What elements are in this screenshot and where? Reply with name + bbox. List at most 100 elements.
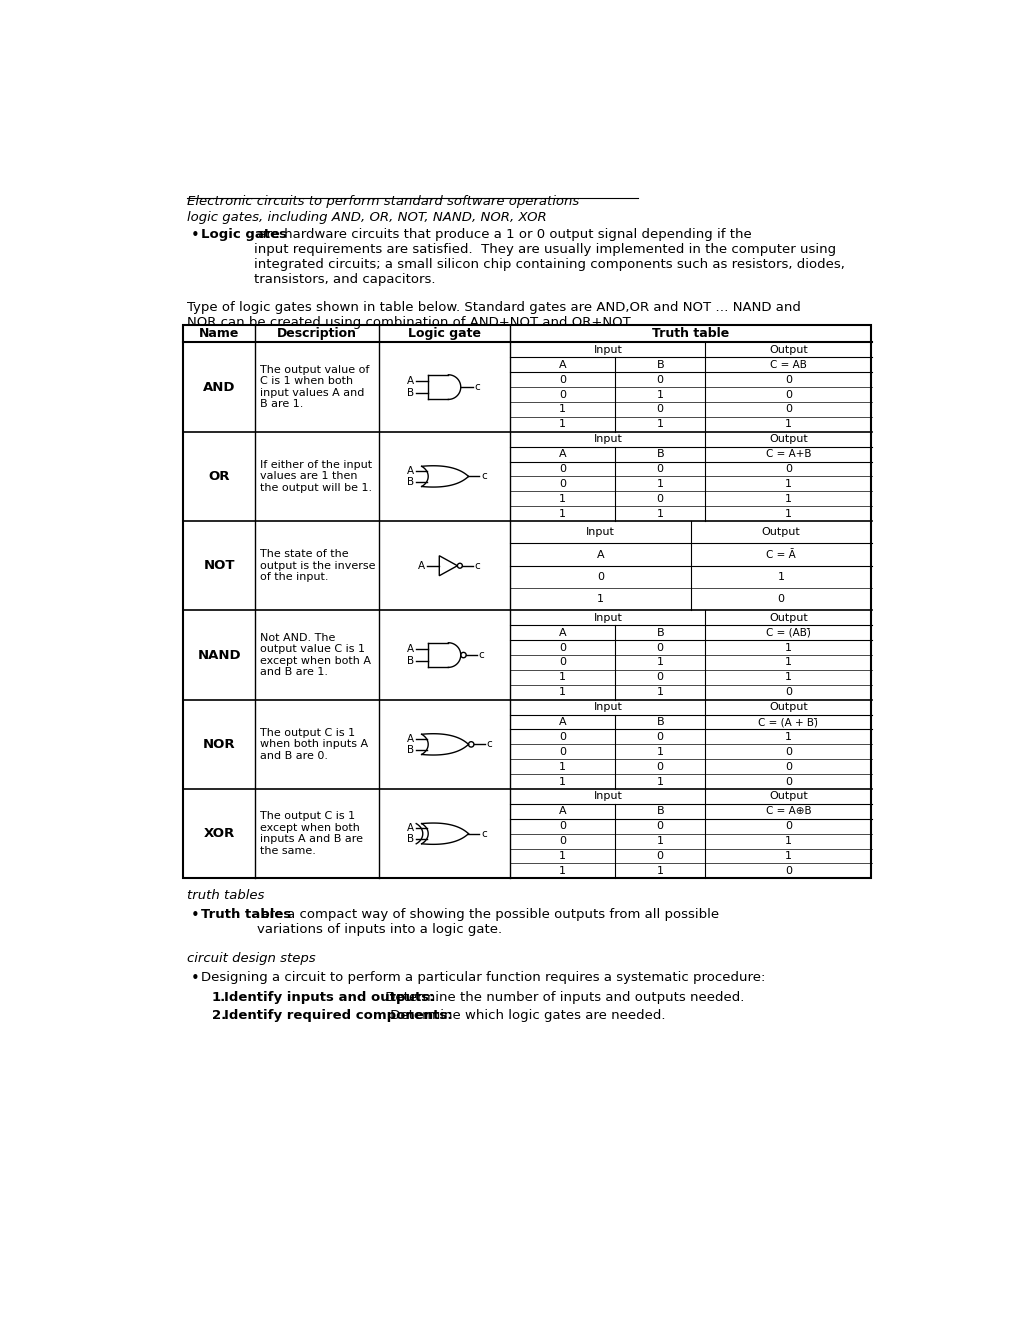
- Text: 1: 1: [656, 776, 663, 787]
- Text: Input: Input: [593, 702, 622, 713]
- Text: A: A: [407, 466, 414, 477]
- Text: 1: 1: [785, 657, 791, 668]
- Text: 1: 1: [558, 420, 566, 429]
- Text: 1: 1: [558, 776, 566, 787]
- Text: are hardware circuits that produce a 1 or 0 output signal depending if the
input: are hardware circuits that produce a 1 o…: [254, 227, 844, 285]
- Text: Output: Output: [768, 612, 807, 623]
- Text: 0: 0: [558, 836, 566, 846]
- Text: 1: 1: [656, 508, 663, 519]
- Text: Determine the number of inputs and outputs needed.: Determine the number of inputs and outpu…: [380, 991, 743, 1003]
- Text: 0: 0: [596, 572, 603, 582]
- Text: c: c: [486, 739, 491, 750]
- Text: 0: 0: [785, 776, 791, 787]
- Text: Truth tables: Truth tables: [201, 908, 291, 920]
- Text: A: A: [407, 824, 414, 833]
- Text: C = AB: C = AB: [769, 360, 806, 370]
- Text: 1: 1: [656, 657, 663, 668]
- Text: A: A: [407, 734, 414, 744]
- Text: are a compact way of showing the possible outputs from all possible
variations o: are a compact way of showing the possibl…: [257, 908, 718, 936]
- Text: B: B: [656, 628, 663, 638]
- Text: c: c: [474, 561, 480, 570]
- Text: 0: 0: [785, 866, 791, 876]
- Text: truth tables: truth tables: [187, 890, 264, 902]
- Text: The state of the
output is the inverse
of the input.: The state of the output is the inverse o…: [260, 549, 375, 582]
- Text: 1: 1: [656, 389, 663, 400]
- Text: 0: 0: [558, 731, 566, 742]
- Text: 1: 1: [558, 494, 566, 504]
- Text: 1: 1: [596, 594, 603, 605]
- Text: A: A: [596, 549, 604, 560]
- Text: 1: 1: [558, 851, 566, 861]
- Text: B: B: [656, 717, 663, 727]
- Text: 0: 0: [656, 821, 663, 832]
- Text: B: B: [407, 388, 414, 399]
- Text: 0: 0: [785, 404, 791, 414]
- Text: 0: 0: [558, 479, 566, 488]
- Text: B: B: [656, 449, 663, 459]
- Text: B: B: [407, 744, 414, 755]
- Text: c: c: [480, 471, 486, 482]
- Text: circuit design steps: circuit design steps: [187, 952, 316, 965]
- Text: 0: 0: [656, 404, 663, 414]
- Text: Truth table: Truth table: [652, 327, 729, 341]
- Text: XOR: XOR: [204, 828, 234, 841]
- Text: Output: Output: [768, 702, 807, 713]
- Text: 2.: 2.: [212, 1010, 226, 1022]
- Text: •: •: [191, 227, 199, 243]
- Text: B: B: [656, 807, 663, 816]
- Text: 1: 1: [785, 494, 791, 504]
- Text: 1: 1: [785, 508, 791, 519]
- Text: Input: Input: [593, 612, 622, 623]
- Text: Identify inputs and outputs:: Identify inputs and outputs:: [224, 991, 434, 1003]
- Text: Not AND. The
output value C is 1
except when both A
and B are 1.: Not AND. The output value C is 1 except …: [260, 632, 371, 677]
- Text: NOT: NOT: [204, 560, 234, 573]
- Text: 1: 1: [785, 836, 791, 846]
- Text: 1: 1: [558, 866, 566, 876]
- Text: 0: 0: [656, 463, 663, 474]
- Text: Description: Description: [277, 327, 357, 341]
- Text: 0: 0: [785, 375, 791, 384]
- Text: 0: 0: [558, 463, 566, 474]
- Text: 0: 0: [776, 594, 784, 605]
- Text: 1: 1: [785, 420, 791, 429]
- Text: 1: 1: [656, 866, 663, 876]
- Text: Type of logic gates shown in table below. Standard gates are AND,OR and NOT … NA: Type of logic gates shown in table below…: [187, 301, 800, 329]
- Text: 0: 0: [656, 375, 663, 384]
- Text: Output: Output: [768, 345, 807, 355]
- Text: 0: 0: [558, 657, 566, 668]
- Text: A: A: [558, 628, 566, 638]
- Text: 1.: 1.: [212, 991, 226, 1003]
- Bar: [183, 326, 870, 878]
- Text: B: B: [407, 834, 414, 843]
- Text: C = Ā: C = Ā: [765, 549, 795, 560]
- Text: The output C is 1
when both inputs A
and B are 0.: The output C is 1 when both inputs A and…: [260, 727, 368, 760]
- Text: c: c: [480, 829, 486, 838]
- Text: A: A: [418, 561, 425, 570]
- Text: C = A+B: C = A+B: [765, 449, 810, 459]
- Text: C = (A + B)̄: C = (A + B)̄: [758, 717, 817, 727]
- Text: 0: 0: [558, 747, 566, 756]
- Text: logic gates, including AND, OR, NOT, NAND, NOR, XOR: logic gates, including AND, OR, NOT, NAN…: [187, 211, 546, 224]
- Text: 1: 1: [656, 688, 663, 697]
- Text: 0: 0: [558, 375, 566, 384]
- Text: 0: 0: [656, 762, 663, 772]
- Text: 1: 1: [656, 836, 663, 846]
- Text: Electronic circuits to perform standard software operations: Electronic circuits to perform standard …: [187, 195, 579, 209]
- Text: c: c: [478, 649, 484, 660]
- Text: Designing a circuit to perform a particular function requires a systematic proce: Designing a circuit to perform a particu…: [201, 970, 764, 983]
- Text: 0: 0: [785, 463, 791, 474]
- Text: AND: AND: [203, 380, 235, 393]
- Text: 1: 1: [656, 747, 663, 756]
- Text: A: A: [407, 376, 414, 385]
- Text: Input: Input: [593, 345, 622, 355]
- Text: 1: 1: [656, 479, 663, 488]
- Text: Input: Input: [593, 792, 622, 801]
- Text: 1: 1: [785, 479, 791, 488]
- Text: 0: 0: [558, 643, 566, 652]
- Text: OR: OR: [208, 470, 230, 483]
- Text: Output: Output: [768, 434, 807, 445]
- Text: Identify required components:: Identify required components:: [224, 1010, 452, 1022]
- Text: NOR: NOR: [203, 738, 235, 751]
- Text: The output value of
C is 1 when both
input values A and
B are 1.: The output value of C is 1 when both inp…: [260, 364, 369, 409]
- Text: •: •: [191, 908, 199, 923]
